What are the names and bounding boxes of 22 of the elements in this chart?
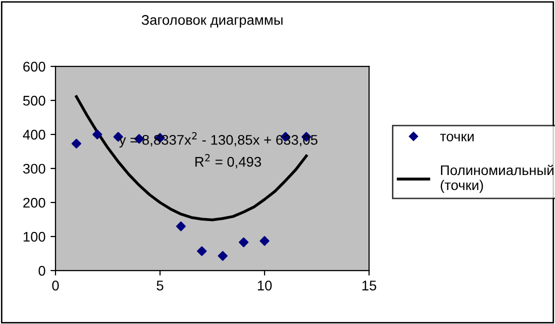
- x-tick-label: 15: [362, 280, 376, 290]
- y-tick-label: 100: [24, 232, 46, 242]
- x-tick-label: 5: [156, 280, 164, 290]
- y-tick-label: 300: [23, 164, 46, 174]
- legend-label: Полиномиальный (точки): [440, 164, 554, 193]
- point: [218, 251, 228, 261]
- y-tick-label: 200: [23, 198, 46, 208]
- y-tick-label: 500: [23, 96, 46, 106]
- annotation: R$^{2}$ = 0,493: [195, 154, 261, 168]
- y-tick-label: 400: [22, 130, 46, 140]
- point: [238, 237, 249, 248]
- x-tick-label: 10: [258, 280, 272, 290]
- point: [72, 138, 82, 149]
- point: [92, 130, 102, 140]
- point: [176, 221, 186, 232]
- point: [196, 246, 207, 256]
- y-tick-label: 0: [38, 266, 46, 276]
- y-tick-label: 600: [23, 62, 46, 72]
- point: [260, 236, 270, 246]
- chart-title: Заголовок диаграммы: [142, 15, 282, 28]
- x-tick-label: 0: [52, 280, 59, 290]
- legend-label: точки: [440, 134, 474, 142]
